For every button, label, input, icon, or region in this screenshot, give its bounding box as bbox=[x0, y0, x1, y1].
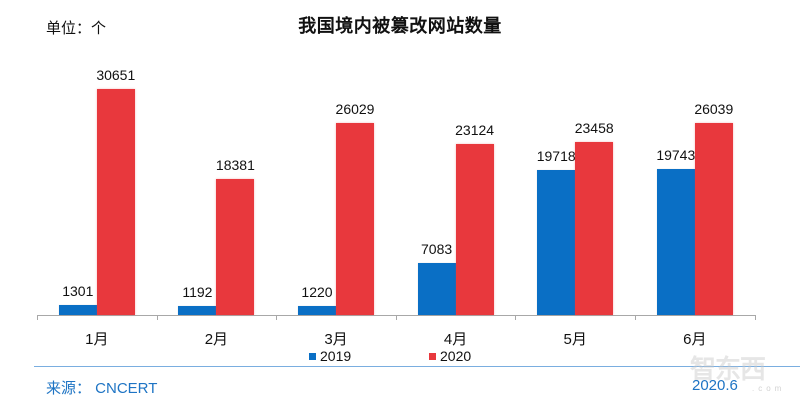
value-label-2019-5: 19718 bbox=[536, 148, 576, 164]
legend-label-2019: 2019 bbox=[320, 348, 352, 364]
bar-2019-6 bbox=[656, 169, 695, 315]
value-label-2020-2: 18381 bbox=[215, 157, 255, 173]
bar-2019-1 bbox=[58, 305, 97, 315]
bar-2020-6 bbox=[694, 123, 733, 315]
x-axis-label-2: 2月 bbox=[204, 331, 229, 348]
value-label-2019-1: 1301 bbox=[62, 283, 94, 299]
value-label-2019-3: 1220 bbox=[301, 284, 333, 300]
x-axis-label-4: 4月 bbox=[443, 331, 468, 348]
x-axis-label-3: 3月 bbox=[324, 331, 348, 348]
x-axis-tick bbox=[37, 315, 38, 320]
legend-label-2020: 2020 bbox=[440, 348, 472, 364]
value-label-2020-4: 23124 bbox=[455, 122, 495, 138]
unit-label: 单位：个 bbox=[46, 20, 107, 37]
x-axis-tick bbox=[395, 315, 397, 320]
value-label-2019-4: 7083 bbox=[421, 241, 453, 257]
footer-divider bbox=[34, 366, 800, 367]
legend-item-2019: 2019 bbox=[309, 348, 351, 364]
bar-2020-4 bbox=[455, 144, 494, 315]
value-label-2019-6: 19743 bbox=[656, 147, 696, 163]
bar-2019-2 bbox=[178, 306, 217, 315]
value-label-2020-5: 23458 bbox=[574, 120, 614, 136]
source-label: 来源： CNCERT bbox=[46, 380, 158, 397]
chart-title: 我国境内被篡改网站数量 bbox=[298, 16, 502, 36]
legend-swatch-2019 bbox=[309, 352, 316, 360]
value-label-2019-2: 1192 bbox=[182, 284, 213, 300]
bar-2020-5 bbox=[575, 142, 614, 315]
x-axis-label-1: 1月 bbox=[85, 331, 109, 348]
legend-item-2020: 2020 bbox=[429, 348, 471, 364]
bar-2020-2 bbox=[216, 179, 255, 315]
bar-2020-3 bbox=[336, 123, 374, 315]
value-label-2020-6: 26039 bbox=[694, 101, 734, 117]
legend-swatch-2020 bbox=[429, 352, 436, 360]
bar-2019-5 bbox=[537, 170, 576, 315]
date-label: 2020.6 bbox=[692, 377, 738, 394]
watermark-logo: 智东西 bbox=[690, 354, 766, 384]
bar-2019-3 bbox=[298, 306, 336, 315]
watermark-domain: .com bbox=[752, 384, 786, 393]
value-label-2020-1: 30651 bbox=[96, 67, 136, 83]
x-axis-tick bbox=[276, 315, 278, 320]
value-label-2020-3: 26029 bbox=[335, 101, 375, 117]
bar-2019-4 bbox=[417, 263, 456, 315]
x-axis-tick bbox=[635, 315, 636, 320]
x-axis-label-6: 6月 bbox=[683, 331, 707, 348]
x-axis-tick bbox=[754, 315, 756, 320]
x-axis-tick bbox=[515, 315, 517, 320]
x-axis-tick bbox=[156, 315, 158, 320]
x-axis-label-5: 5月 bbox=[563, 331, 587, 348]
bar-2020-1 bbox=[96, 89, 135, 315]
